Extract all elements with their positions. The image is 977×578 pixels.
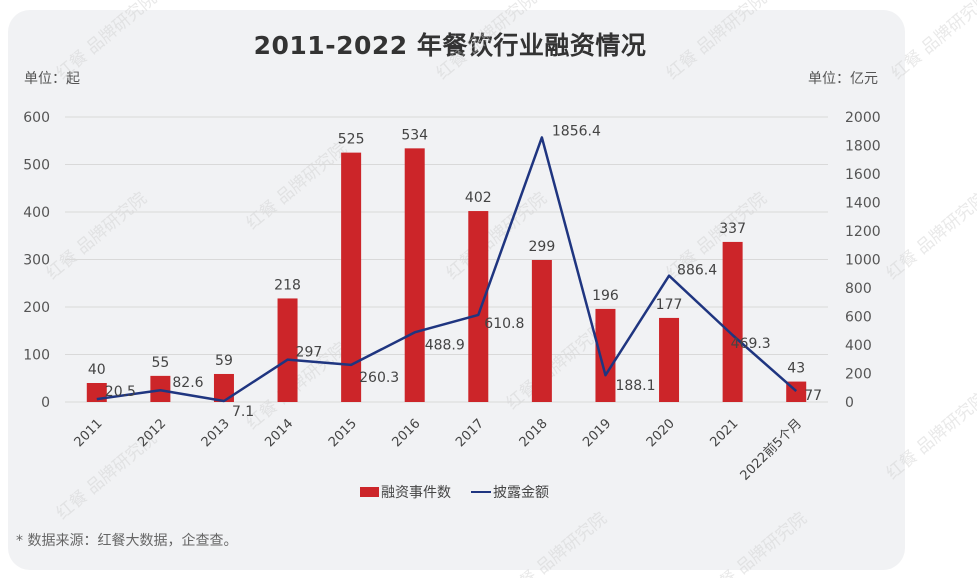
- watermark-text: 红餐 品牌研究院: [503, 509, 611, 578]
- left-axis-tick: 100: [23, 348, 50, 364]
- line-value-label: 610.8: [484, 316, 524, 332]
- line-value-label: 20.5: [105, 384, 136, 400]
- watermark-text: 红餐 品牌研究院: [883, 189, 977, 284]
- bar-value-label: 299: [529, 239, 556, 255]
- left-axis-tick: 400: [23, 205, 50, 221]
- x-axis-label: 2011: [72, 416, 106, 450]
- bar-value-label: 59: [215, 353, 233, 369]
- bar: [595, 308, 616, 402]
- data-source-footnote: * 数据来源：红餐大数据，企查查。: [16, 533, 238, 549]
- watermark-text: 红餐 品牌研究院: [703, 509, 811, 578]
- bar: [341, 152, 362, 402]
- x-axis-label: 2019: [580, 416, 614, 450]
- right-axis-tick: 2000: [845, 110, 881, 126]
- line-value-label: 7.1: [232, 404, 254, 420]
- bar-value-label: 177: [656, 297, 683, 313]
- right-axis-tick: 1400: [845, 196, 881, 212]
- line-value-label: 297: [296, 345, 323, 361]
- chart-card: [8, 10, 905, 570]
- bar: [659, 317, 680, 402]
- legend-item-bar: 融资事件数: [360, 482, 451, 502]
- line-value-label: 488.9: [425, 337, 465, 353]
- right-axis-tick: 1000: [845, 253, 881, 269]
- chart-legend: 融资事件数 披露金额: [0, 482, 977, 502]
- x-axis-label: 2022前5个月: [737, 416, 805, 484]
- left-axis-tick: 600: [23, 110, 50, 126]
- right-axis-tick: 400: [845, 338, 872, 354]
- bar: [468, 211, 489, 402]
- bar-value-label: 218: [274, 277, 301, 293]
- watermark-text: 红餐 品牌研究院: [43, 189, 151, 284]
- line-value-label: 1856.4: [552, 123, 601, 139]
- bar: [531, 259, 552, 402]
- right-axis-tick: 600: [845, 310, 872, 326]
- line-value-label: 469.3: [731, 336, 771, 352]
- x-axis-label: 2013: [199, 416, 233, 450]
- left-axis-tick: 200: [23, 300, 50, 316]
- watermark-text: 红餐 品牌研究院: [663, 0, 771, 84]
- x-axis-label: 2018: [517, 416, 551, 450]
- bar: [213, 373, 234, 402]
- bar: [150, 375, 171, 402]
- legend-item-line: 披露金额: [471, 482, 549, 502]
- line-value-label: 82.6: [172, 375, 203, 391]
- right-axis-unit: 单位：亿元: [808, 71, 878, 87]
- bar-value-label: 525: [338, 132, 365, 148]
- x-axis-label: 2021: [707, 416, 741, 450]
- left-axis-tick: 0: [41, 395, 50, 411]
- right-axis-tick: 800: [845, 281, 872, 297]
- line-value-label: 188.1: [615, 378, 655, 394]
- watermark-text: 红餐 品牌研究院: [433, 0, 541, 84]
- watermark-text: 红餐 品牌研究院: [53, 0, 161, 84]
- line-value-label: 77: [804, 388, 822, 404]
- line-swatch-icon: [471, 491, 491, 493]
- left-axis-tick: 500: [23, 158, 50, 174]
- bar-value-label: 534: [401, 127, 428, 143]
- bar-value-label: 196: [592, 288, 619, 304]
- legend-label: 披露金额: [493, 485, 549, 501]
- right-axis-tick: 1200: [845, 224, 881, 240]
- left-axis-unit: 单位：起: [24, 71, 80, 87]
- bar-value-label: 402: [465, 190, 492, 206]
- right-axis-tick: 0: [845, 395, 854, 411]
- watermark-text: 红餐 品牌研究院: [888, 0, 977, 84]
- line-value-label: 886.4: [677, 263, 717, 279]
- legend-label: 融资事件数: [381, 485, 451, 501]
- bar-swatch-icon: [360, 487, 379, 497]
- amount-line: [96, 136, 798, 403]
- bar-value-label: 337: [719, 221, 746, 237]
- x-axis-label: 2016: [390, 416, 424, 450]
- bar: [722, 241, 743, 402]
- right-axis-tick: 200: [845, 367, 872, 383]
- left-axis-tick: 300: [23, 253, 50, 269]
- right-axis-tick: 1600: [845, 167, 881, 183]
- chart-title: 2011-2022 年餐饮行业融资情况: [253, 31, 647, 60]
- watermark-text: 红餐 品牌研究院: [883, 389, 977, 484]
- bar: [404, 148, 425, 402]
- x-axis-label: 2015: [326, 416, 360, 450]
- right-axis-tick: 1800: [845, 139, 881, 155]
- bar-value-label: 55: [151, 355, 169, 371]
- bar: [277, 298, 298, 402]
- x-axis-label: 2017: [453, 416, 487, 450]
- watermark-text: 红餐 品牌研究院: [243, 139, 351, 234]
- line-value-label: 260.3: [359, 370, 399, 386]
- bar-value-label: 43: [787, 361, 805, 377]
- bar-value-label: 40: [88, 362, 106, 378]
- x-axis-label: 2020: [644, 416, 678, 450]
